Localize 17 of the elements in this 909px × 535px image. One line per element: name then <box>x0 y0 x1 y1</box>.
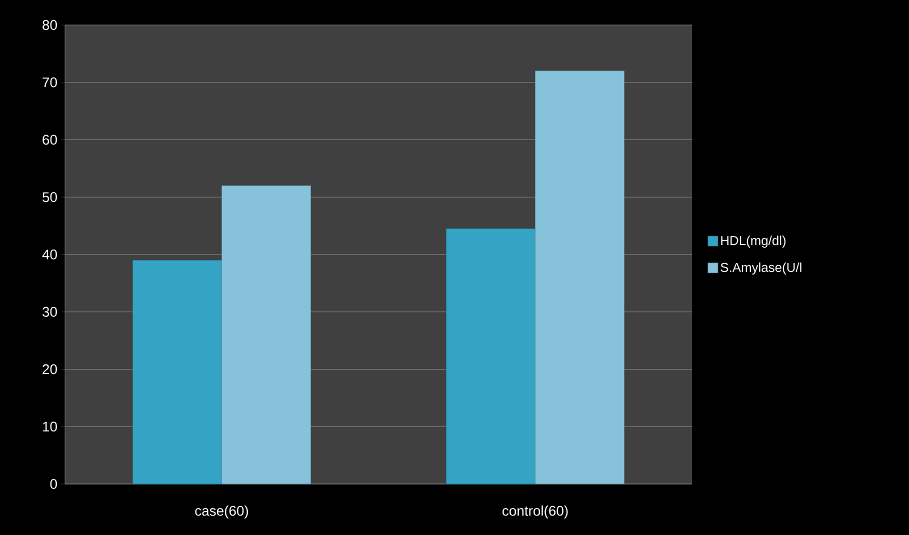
x-tick-label: case(60) <box>195 506 248 519</box>
bar <box>446 228 536 484</box>
y-tick-label: 50 <box>42 192 57 202</box>
y-tick-label: 40 <box>42 250 57 260</box>
y-tick-label: 80 <box>42 20 57 30</box>
y-tick-label: 10 <box>43 422 57 432</box>
x-tick-label: control(60) <box>502 506 568 519</box>
legend-label: HDL(mg/dl) <box>721 236 786 248</box>
y-tick-label: 60 <box>42 134 57 145</box>
y-tick-label: 70 <box>42 77 57 88</box>
y-tick-label: 30 <box>42 306 57 317</box>
legend-label: S.Amylase(U/l <box>720 262 802 275</box>
bar <box>132 260 222 484</box>
bar <box>222 185 311 484</box>
y-tick-label: 0 <box>50 479 57 489</box>
bar <box>535 70 624 484</box>
y-tick-label: 20 <box>42 364 57 374</box>
